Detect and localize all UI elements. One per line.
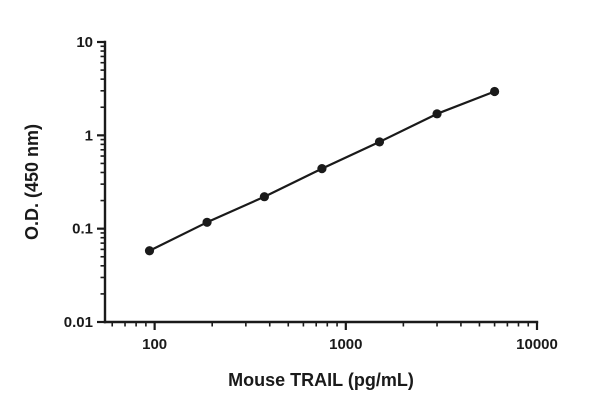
y-tick-label: 0.01 <box>64 314 93 331</box>
y-axis-label: O.D. (450 nm) <box>22 124 42 240</box>
x-tick-label: 1000 <box>329 336 362 353</box>
plot-layer: 100 1000 10000 0.01 0.1 1 10 <box>64 34 558 353</box>
x-axis-label: Mouse TRAIL (pg/mL) <box>228 370 414 390</box>
data-point-marker <box>317 164 327 174</box>
y-tick-label: 10 <box>76 34 93 51</box>
y-tick-label: 0.1 <box>72 221 93 238</box>
data-point-marker <box>489 86 500 97</box>
data-point-marker <box>374 137 385 147</box>
data-point-marker <box>432 109 442 119</box>
y-tick-label: 1 <box>85 127 93 144</box>
data-point-marker <box>202 217 212 227</box>
x-tick-label: 10000 <box>516 336 558 353</box>
data-point-marker <box>259 192 269 202</box>
x-tick-label: 100 <box>142 336 167 353</box>
data-point-marker <box>144 246 155 256</box>
